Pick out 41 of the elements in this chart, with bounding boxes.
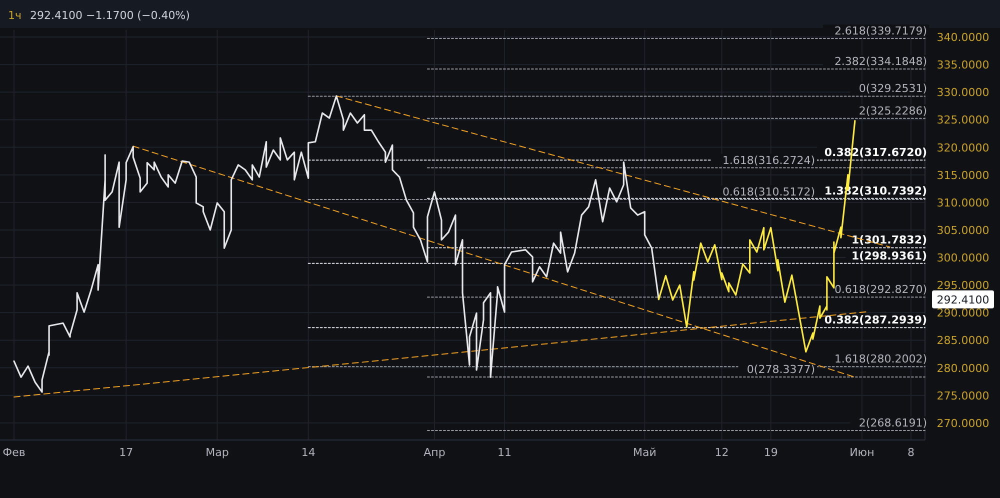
- x-tick-label: 19: [764, 446, 778, 459]
- y-tick-label: 330.0000: [936, 86, 990, 100]
- text: 292.4100: [936, 293, 990, 306]
- series-label: 0(278.3377): [746, 362, 815, 376]
- series-label: 0.618(292.8270): [834, 283, 927, 296]
- y-tick-label: 295.0000: [936, 279, 990, 292]
- x-tick-label: 17: [119, 446, 134, 459]
- series-label: 0.382(287.2939): [824, 314, 927, 327]
- series-label: 2.382(334.1848): [834, 55, 927, 68]
- series-label: 2(268.6191): [858, 416, 927, 430]
- x-tick-label: 8: [907, 446, 914, 459]
- y-tick-label: 310.0000: [936, 196, 990, 210]
- series-label: 2(325.2286): [858, 104, 927, 118]
- y-tick-label: 340.0000: [936, 31, 990, 44]
- series-label: 1(298.9361): [852, 249, 927, 262]
- x-tick-label: 14: [301, 446, 316, 459]
- series-label: 1.618(316.2724): [722, 154, 815, 167]
- y-tick-label: 285.0000: [936, 334, 990, 348]
- x-tick-label: Май: [633, 446, 656, 459]
- x-tick-label: Июн: [850, 446, 874, 459]
- series-label: 0.618(310.5172): [722, 186, 815, 199]
- y-tick-label: 280.0000: [936, 362, 990, 375]
- y-tick-label: 270.0000: [936, 416, 990, 430]
- y-tick-label: 275.0000: [936, 389, 990, 402]
- chart-subtitle: 292.4100 −1.1700 (−0.40%): [30, 9, 190, 22]
- y-tick-label: 290.0000: [936, 306, 990, 320]
- y-tick-label: 305.0000: [936, 224, 990, 237]
- x-tick-label: Апр: [424, 446, 446, 459]
- series-label: 0(329.2531): [858, 82, 927, 96]
- y-tick-label: 300.0000: [936, 252, 990, 265]
- x-tick-label: Мар: [206, 446, 229, 459]
- y-tick-label: 315.0000: [936, 168, 990, 182]
- x-tick-label: 12: [714, 446, 729, 459]
- series-label: 1.618(280.2002): [834, 352, 927, 366]
- y-tick-label: 325.0000: [936, 114, 990, 127]
- series-label: 2.618(339.7179): [834, 24, 927, 38]
- y-tick-label: 320.0000: [936, 141, 990, 154]
- x-tick-label: Фев: [2, 446, 26, 459]
- chart-title: 1ч: [8, 9, 22, 22]
- y-tick-label: 335.0000: [936, 58, 990, 72]
- x-tick-label: 11: [498, 446, 512, 459]
